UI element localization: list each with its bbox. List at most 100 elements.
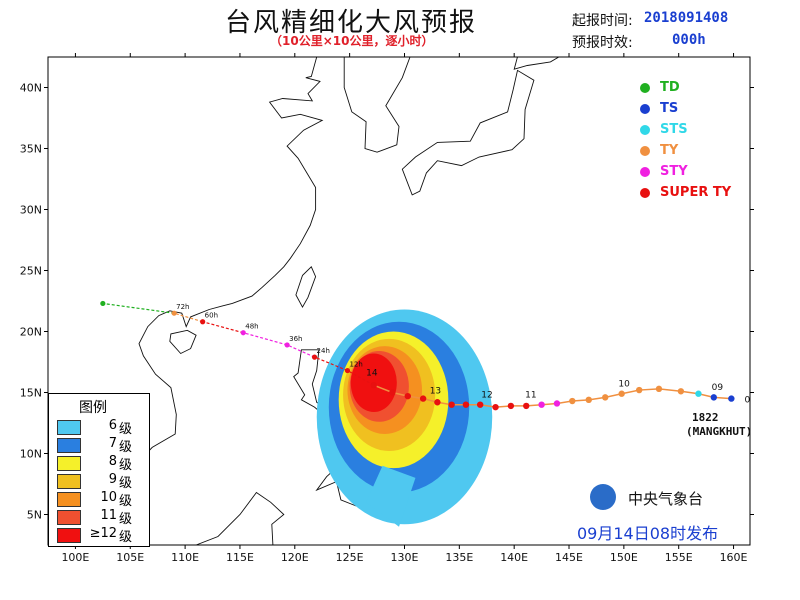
track-point — [462, 401, 470, 408]
storm-name: (MANGKHUT) — [686, 425, 753, 438]
forecast-hour-label: 48h — [245, 323, 258, 331]
track-point — [585, 396, 592, 404]
legend-level: ≥12 — [89, 526, 117, 541]
legend-swatch — [57, 492, 81, 507]
legend-unit: 级 — [119, 422, 133, 437]
track-point — [553, 400, 561, 407]
forecast-point — [311, 354, 318, 360]
legend-title: 图例 — [79, 400, 107, 416]
lat-tick-label: 5N — [27, 509, 42, 522]
legend-level: 8 — [108, 454, 117, 469]
lon-tick-label: 105E — [116, 551, 144, 564]
legend-swatch — [57, 420, 81, 435]
track-point — [492, 403, 499, 411]
lat-tick-label: 35N — [20, 143, 42, 156]
legend-swatch — [57, 510, 81, 525]
lat-tick-label: 30N — [20, 204, 42, 217]
track-point — [448, 401, 455, 408]
track-point — [655, 385, 663, 393]
intensity-dot-icon — [640, 125, 650, 135]
map-frame — [47, 56, 751, 546]
lat-tick-label: 10N — [20, 448, 42, 461]
lon-tick-label: 140E — [500, 551, 528, 564]
track-point — [618, 390, 625, 397]
wind-field-swath — [316, 309, 493, 527]
typhoon-track: 09 10 11 12 13 14 08 12h 24h 36h 48h 60h 72h — [100, 300, 757, 411]
intensity-dot-icon — [640, 83, 650, 93]
track-point — [507, 402, 515, 410]
lon-tick-label: 160E — [720, 551, 748, 564]
track-day-label: 11 — [525, 390, 536, 400]
intensity-dot-icon — [640, 146, 650, 156]
intensity-label: SUPER TY — [660, 185, 732, 200]
forecast-track-segment — [347, 370, 375, 386]
track-day-label: 08 — [745, 395, 757, 405]
coastline — [169, 329, 197, 355]
legend-row: 11 级 — [57, 508, 143, 527]
axis-ticks: 100E 105E 110E 115E 120E 125E 130E 135E 140E 145E… — [20, 53, 754, 564]
track-day-label: 12 — [481, 390, 492, 400]
forecast-point — [171, 310, 177, 316]
intensity-row: STS — [640, 122, 770, 140]
track-point — [569, 397, 576, 405]
forecast-point — [200, 319, 206, 325]
track-point — [404, 392, 411, 400]
intensity-row: SUPER TY — [640, 185, 770, 203]
intensity-dot-icon — [640, 104, 650, 114]
lat-tick-label: 40N — [20, 82, 42, 95]
coastline — [295, 266, 317, 309]
lon-tick-label: 130E — [391, 551, 419, 564]
lon-tick-label: 100E — [61, 551, 89, 564]
intensity-label: STS — [660, 122, 688, 137]
legend-level: 9 — [108, 472, 117, 487]
legend-row: 10 级 — [57, 490, 143, 509]
legend-level: 11 — [100, 508, 117, 523]
lon-tick-label: 150E — [610, 551, 638, 564]
coastline — [174, 491, 285, 545]
intensity-label: TD — [660, 80, 680, 95]
legend-level: 10 — [100, 490, 117, 505]
intensity-row: TS — [640, 101, 770, 119]
page-subtitle: （10公里×10公里，逐小时） — [270, 34, 434, 48]
coastline — [513, 57, 560, 70]
forecast-point — [284, 342, 290, 348]
track-point — [677, 388, 685, 395]
legend-unit: 级 — [119, 458, 133, 473]
legend-unit: 级 — [119, 476, 133, 491]
forecast-track-segment — [314, 356, 348, 372]
lon-tick-label: 125E — [336, 551, 364, 564]
lead-time-row: 预报时效: 000h — [572, 32, 706, 52]
forecast-track-segment — [243, 332, 288, 346]
lat-tick-label: 15N — [20, 387, 42, 400]
lon-tick-label: 155E — [665, 551, 693, 564]
track-day-label: 13 — [430, 387, 441, 397]
forecast-point — [240, 330, 246, 336]
page-title: 台风精细化大风预报 — [225, 8, 478, 38]
track-point — [538, 401, 545, 408]
track-point — [710, 394, 718, 401]
wind-swath-tail — [366, 465, 416, 527]
track-point — [728, 395, 735, 402]
track-day-label: 14 — [366, 368, 378, 378]
intensity-row: TY — [640, 143, 770, 161]
forecast-hour-label: 12h — [349, 361, 362, 369]
lon-tick-label: 120E — [281, 551, 309, 564]
legend-level: 6 — [108, 418, 117, 433]
forecast-hour-label: 72h — [176, 303, 189, 311]
forecast-hour-label: 24h — [317, 347, 330, 355]
track-day-label: 10 — [618, 379, 630, 389]
storm-number: 1822 — [692, 411, 719, 424]
legend-level: 7 — [108, 436, 117, 451]
lat-tick-label: 20N — [20, 326, 42, 339]
legend-swatch — [57, 528, 81, 543]
track-day-label: 09 — [712, 383, 724, 393]
wind-scale-legend: 图例 6 级 7 级 8 级 9 级 10 级 11 级 ≥12 级 — [48, 393, 150, 547]
start-time-label: 起报时间: — [572, 13, 633, 29]
forecast-point — [344, 367, 351, 374]
track-point — [476, 401, 484, 408]
intensity-row: TD — [640, 80, 770, 98]
